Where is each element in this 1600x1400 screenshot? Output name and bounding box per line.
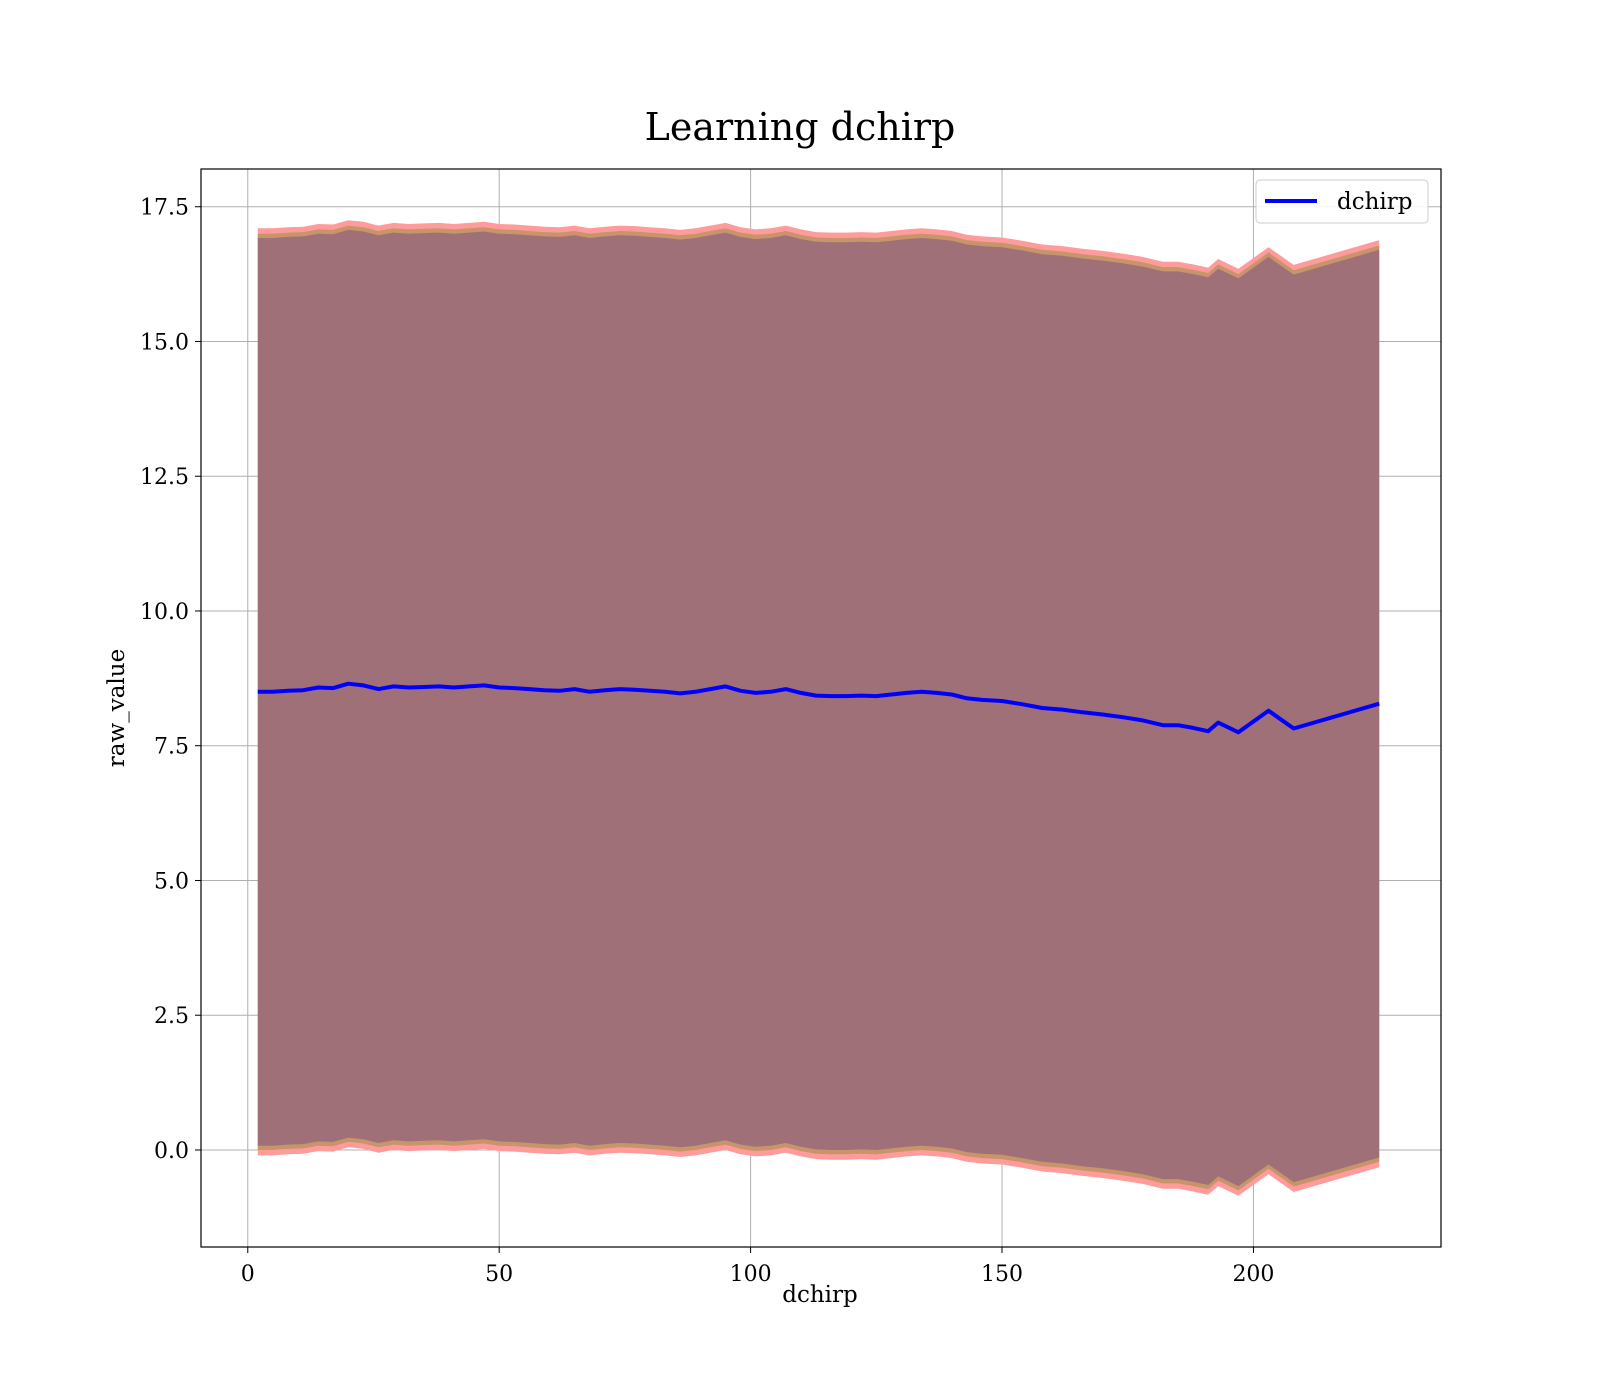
y-tick-label: 17.5 bbox=[140, 196, 189, 221]
legend: dchirp bbox=[1255, 179, 1429, 224]
y-tick-label: 12.5 bbox=[140, 465, 189, 490]
y-tick-label: 15.0 bbox=[140, 330, 189, 355]
x-tick-label: 50 bbox=[485, 1262, 513, 1287]
x-axis-label: dchirp bbox=[782, 1282, 858, 1308]
confidence-bands bbox=[257, 220, 1380, 1196]
y-tick-label: 5.0 bbox=[154, 869, 189, 894]
y-axis-label: raw_value bbox=[104, 649, 130, 767]
y-axis-ticks: 0.0 2.5 5.0 7.5 10.0 12.5 15.0 17.5 bbox=[140, 196, 201, 1164]
band-inner bbox=[257, 229, 1380, 1187]
legend-box bbox=[1255, 179, 1429, 224]
y-tick-label: 7.5 bbox=[154, 735, 189, 760]
x-axis-ticks: 0 50 100 150 200 bbox=[241, 1247, 1274, 1287]
x-tick-label: 200 bbox=[1232, 1262, 1274, 1287]
x-tick-label: 150 bbox=[981, 1262, 1023, 1287]
y-tick-label: 0.0 bbox=[154, 1139, 189, 1164]
x-tick-label: 0 bbox=[241, 1262, 255, 1287]
series-layer bbox=[257, 681, 1380, 735]
y-tick-label: 10.0 bbox=[140, 600, 189, 625]
chart-title: Learning dchirp bbox=[645, 105, 956, 149]
plot-frame bbox=[200, 168, 1442, 1248]
y-tick-label: 2.5 bbox=[154, 1004, 189, 1029]
x-tick-label: 100 bbox=[730, 1262, 772, 1287]
series-line-dchirp bbox=[257, 681, 1380, 735]
legend-label: dchirp bbox=[1337, 189, 1413, 215]
